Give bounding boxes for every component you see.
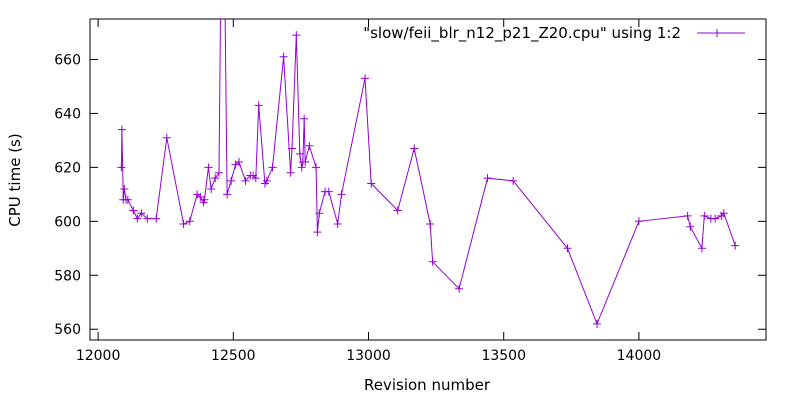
data-point [305,141,314,150]
legend-label: "slow/feii_blr_n12_p21_Z20.cpu" using 1:… [363,24,681,43]
series-group [117,19,740,328]
legend-marker [713,29,721,37]
data-point [133,214,142,223]
data-point [241,176,250,185]
data-point [179,220,188,229]
data-point [137,209,146,218]
data-point [211,174,220,183]
data-point [292,31,301,40]
data-point [700,211,709,220]
y-tick-label: 560 [54,322,81,338]
data-point [426,220,435,229]
data-point [297,163,306,172]
data-point [204,163,213,172]
data-point [563,244,572,253]
series-line [120,19,736,326]
data-point [301,157,310,166]
plot-frame [89,18,767,341]
x-tick-label: 14000 [617,348,662,364]
data-point [152,214,161,223]
data-point [254,101,263,110]
data-point [731,241,740,250]
data-point [120,184,129,193]
data-point [719,209,728,218]
data-point [268,163,277,172]
data-point [279,52,288,61]
data-point [593,319,601,328]
data-point [117,163,126,172]
axis-ticks: 12000 12500 13000 13500 14000 560 580 600 620 640… [54,19,766,364]
y-axis-label: CPU time (s) [6,133,24,226]
data-point [185,217,194,226]
data-point [200,195,209,204]
data-point [287,144,296,153]
data-point [223,190,232,199]
data-point [324,187,333,196]
y-tick-label: 620 [54,160,81,176]
data-point [315,209,324,218]
data-point [393,206,402,215]
data-point [227,176,236,185]
data-point [683,211,692,220]
data-point [312,163,321,172]
x-tick-label: 13500 [481,348,526,364]
data-point [333,220,342,229]
data-point [483,174,492,183]
y-tick-label: 600 [54,214,81,230]
data-point [129,206,138,215]
data-point [367,179,376,188]
y-tick-label: 580 [54,268,81,284]
x-tick-label: 12500 [211,348,256,364]
data-point [634,217,643,226]
legend: "slow/feii_blr_n12_p21_Z20.cpu" using 1:… [363,24,745,43]
x-axis-label: Revision number [364,376,491,394]
data-point [300,114,309,123]
x-tick-label: 12000 [76,348,121,364]
data-point [360,74,369,83]
data-point [509,176,518,185]
data-point [117,125,126,134]
data-point [207,184,216,193]
data-point [143,214,152,223]
data-point [262,176,271,185]
data-point [251,174,260,183]
data-point [286,168,295,177]
data-point [162,133,171,142]
data-point [196,193,205,202]
data-point [686,222,695,231]
y-tick-label: 660 [54,52,81,68]
data-point [410,144,419,153]
data-point [123,195,132,204]
data-point [697,244,706,253]
data-point [214,168,223,177]
y-tick-label: 640 [54,106,81,122]
data-point [455,284,464,293]
data-point [295,149,304,158]
data-point [313,228,322,237]
data-point [234,157,243,166]
x-tick-label: 13000 [346,348,391,364]
data-point [428,257,437,266]
data-point [337,190,346,199]
data-point [711,214,720,223]
